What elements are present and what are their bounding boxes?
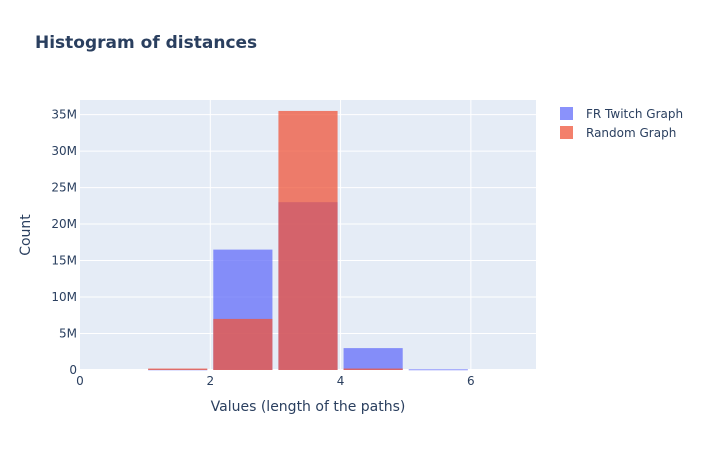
legend[interactable]: FR Twitch Graph Random Graph (560, 107, 683, 140)
bars-layer (148, 110, 468, 371)
y-tick-label: 20M (51, 217, 77, 231)
y-axis-title: Count (18, 214, 34, 256)
x-tick-label: 0 (76, 374, 84, 388)
y-tick-label: 0 (69, 363, 77, 377)
histogram-bar[interactable] (343, 348, 403, 370)
histogram-bar[interactable] (213, 318, 273, 370)
histogram-bar[interactable] (278, 110, 338, 370)
x-tick-label: 6 (467, 374, 475, 388)
legend-swatch (560, 126, 573, 139)
x-tick-labels: 0 2 4 6 (76, 374, 474, 388)
legend-label: FR Twitch Graph (586, 107, 683, 121)
histogram-bar[interactable] (408, 369, 468, 371)
y-tick-label: 25M (51, 181, 77, 195)
x-tick-label: 4 (337, 374, 345, 388)
y-tick-label: 35M (51, 108, 77, 122)
y-tick-label: 15M (51, 254, 77, 268)
histogram-bar[interactable] (343, 368, 403, 370)
x-tick-label: 2 (206, 374, 214, 388)
x-axis-title: Values (length of the paths) (211, 399, 406, 415)
chart-title: Histogram of distances (35, 33, 258, 53)
legend-item[interactable]: Random Graph (560, 126, 676, 140)
histogram-bar[interactable] (148, 368, 208, 370)
y-tick-labels: 0 5M 10M 15M 20M 25M 30M 35M (51, 108, 77, 377)
y-tick-label: 10M (51, 290, 77, 304)
y-tick-label: 5M (59, 327, 77, 341)
legend-swatch (560, 107, 573, 120)
legend-item[interactable]: FR Twitch Graph (560, 107, 683, 121)
y-tick-label: 30M (51, 144, 77, 158)
legend-label: Random Graph (586, 126, 676, 140)
